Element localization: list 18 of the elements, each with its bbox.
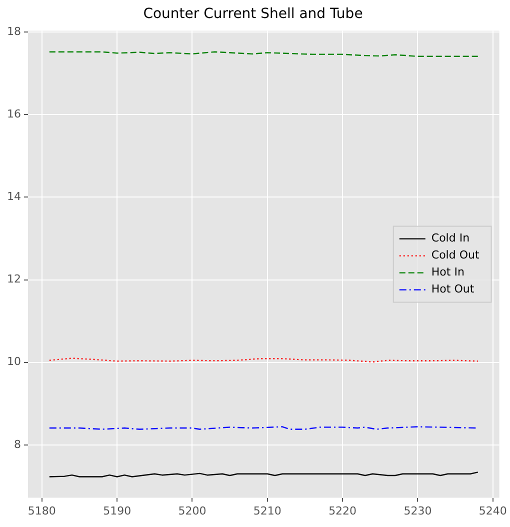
- legend-label: Cold In: [431, 232, 470, 245]
- chart-title: Counter Current Shell and Tube: [143, 6, 363, 22]
- x-tick-label: 5210: [253, 504, 282, 518]
- x-tick-label: 5230: [404, 504, 432, 518]
- legend-label: Hot Out: [431, 282, 475, 296]
- y-tick-label: 18: [6, 24, 21, 38]
- y-tick-label: 8: [14, 438, 21, 451]
- x-tick-label: 5220: [328, 504, 357, 518]
- x-tick-label: 5240: [478, 504, 507, 518]
- legend-label: Hot In: [431, 266, 464, 279]
- legend-label: Cold Out: [431, 248, 480, 262]
- y-tick-label: 14: [6, 190, 21, 204]
- x-tick-label: 5180: [28, 504, 56, 518]
- x-tick-label: 5200: [178, 504, 206, 518]
- x-tick-label: 5190: [103, 504, 132, 518]
- y-tick-label: 12: [6, 272, 21, 286]
- y-tick-label: 16: [6, 107, 21, 120]
- y-tick-label: 10: [6, 355, 21, 368]
